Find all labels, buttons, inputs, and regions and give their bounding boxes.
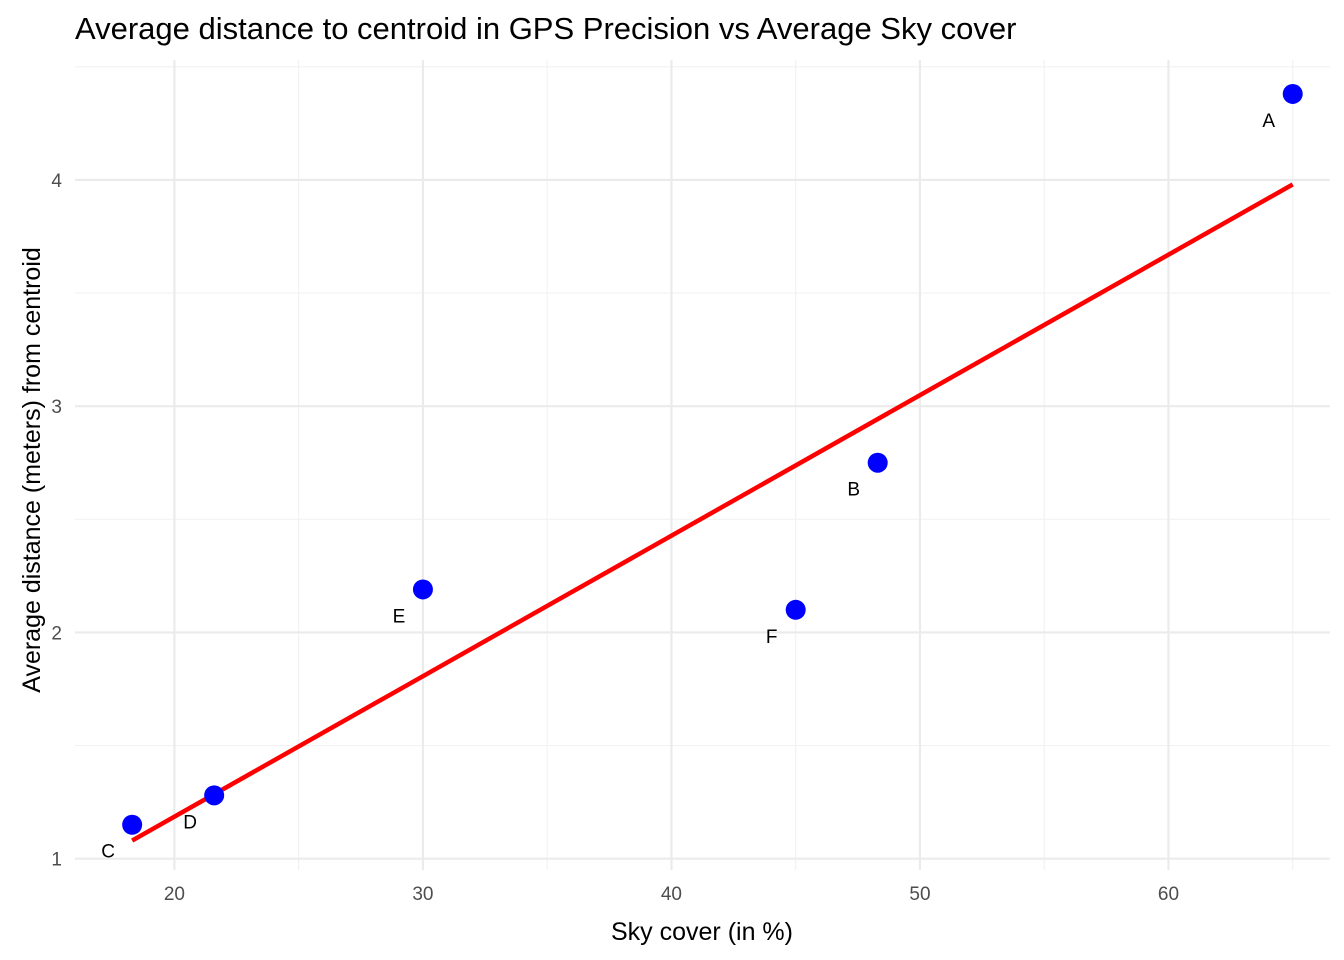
trend-line <box>131 182 1294 843</box>
point-label-b: B <box>847 480 860 501</box>
point-label-d: D <box>183 812 197 833</box>
data-point-b <box>867 452 888 473</box>
data-points <box>122 83 1303 835</box>
y-tick-label: 2 <box>51 623 62 644</box>
y-tick-label: 3 <box>51 397 62 418</box>
x-tick-label: 40 <box>661 884 682 905</box>
data-point-d <box>204 785 225 806</box>
x-tick-label: 30 <box>412 884 433 905</box>
y-tick-label: 1 <box>51 850 62 871</box>
point-label-f: F <box>766 627 778 648</box>
data-point-labels: A B C D E F <box>101 111 1275 863</box>
x-tick-label: 50 <box>909 884 930 905</box>
y-axis-ticks: 1 2 3 4 <box>51 171 62 871</box>
point-label-c: C <box>101 842 115 863</box>
major-grid <box>75 60 1330 870</box>
point-label-e: E <box>393 606 406 627</box>
x-axis-ticks: 20 30 40 50 60 <box>164 884 1179 905</box>
x-tick-label: 60 <box>1158 884 1179 905</box>
data-point-c <box>122 814 143 835</box>
trend-line-group <box>131 182 1294 843</box>
point-label-a: A <box>1262 111 1275 132</box>
y-axis-title: Average distance (meters) from centroid <box>18 247 46 693</box>
data-point-e <box>412 579 433 600</box>
data-point-a <box>1282 83 1303 104</box>
x-tick-label: 20 <box>164 884 185 905</box>
chart-title: Average distance to centroid in GPS Prec… <box>75 11 1016 46</box>
y-tick-label: 4 <box>51 171 62 192</box>
x-axis-title: Sky cover (in %) <box>611 918 793 946</box>
data-point-f <box>785 599 806 620</box>
